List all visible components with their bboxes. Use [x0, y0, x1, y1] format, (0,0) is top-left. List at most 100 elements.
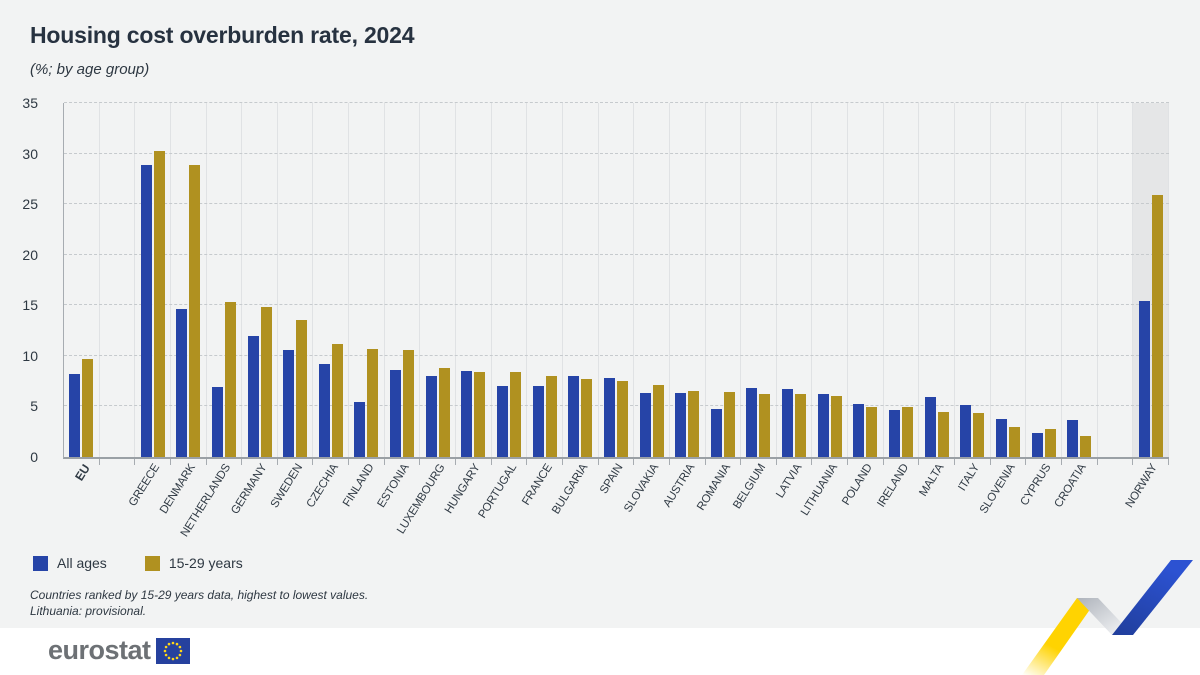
bar-pair: [919, 103, 954, 457]
column-slovenia: SLOVENIA: [978, 103, 1027, 516]
bar-15-29-years: [652, 385, 664, 457]
bar-all-ages: [817, 394, 829, 457]
column-france: FRANCE: [520, 103, 563, 507]
x-axis-tick: [98, 459, 100, 465]
x-axis-tick: [954, 459, 956, 465]
bar-15-29-years: [438, 368, 450, 457]
x-axis-tick: [312, 459, 314, 465]
column-slovakia: SLOVAKIA: [622, 103, 670, 515]
bar-pair: [456, 103, 491, 457]
bar-all-ages: [176, 309, 188, 457]
bar-all-ages: [924, 397, 936, 457]
bar-pair: [64, 103, 99, 457]
bar-all-ages: [247, 335, 259, 457]
bar-all-ages: [960, 405, 972, 457]
eurostat-logo[interactable]: eurostat: [48, 635, 190, 666]
x-axis-label: BELGIUM: [731, 462, 769, 512]
bar-15-29-years: [616, 381, 628, 457]
x-axis-tick: [241, 459, 243, 465]
x-axis-tick: [811, 459, 813, 465]
bar-all-ages: [1067, 419, 1079, 457]
x-axis-tick: [169, 459, 171, 465]
bar-15-29-years: [830, 396, 842, 457]
x-axis-tick: [1060, 459, 1062, 465]
bar-pair: [1133, 103, 1168, 457]
bar-15-29-years: [260, 307, 272, 457]
decorative-ribbon: [1022, 560, 1193, 675]
bar-15-29-years: [403, 349, 415, 457]
x-axis-label: AUSTRIA: [661, 462, 697, 510]
eurostat-logo-text: eurostat: [48, 635, 151, 665]
column-lithuania: LITHUANIA: [798, 103, 849, 518]
x-axis-label: ROMANIA: [694, 462, 733, 513]
bar-15-29-years: [795, 394, 807, 457]
bar-15-29-years: [1151, 195, 1163, 457]
x-axis-tick: [134, 459, 136, 465]
bar-all-ages: [354, 402, 366, 457]
bar-all-ages: [211, 387, 223, 457]
x-axis-tick: [526, 459, 528, 465]
y-axis-tick-label: 5: [30, 398, 38, 415]
gridline: [64, 405, 1169, 407]
bar-15-29-years: [723, 392, 735, 457]
bar-all-ages: [675, 393, 687, 457]
x-axis-tick: [633, 459, 635, 465]
bar-15-29-years: [1080, 435, 1092, 457]
x-axis-label: BULGARIA: [549, 462, 591, 517]
column-poland: POLAND: [841, 103, 884, 507]
bar-15-29-years: [902, 407, 914, 457]
bar-pair: [741, 103, 776, 457]
spacer-column: [1098, 103, 1134, 465]
ribbon-blue-band: [1112, 560, 1193, 635]
x-axis-tick: [205, 459, 207, 465]
x-axis-label: GERMANY: [229, 462, 270, 517]
bar-pair: [884, 103, 919, 457]
x-axis-tick: [775, 459, 777, 465]
x-axis-tick: [1167, 459, 1169, 465]
column-austria: AUSTRIA: [661, 103, 706, 509]
bar-all-ages: [532, 386, 544, 457]
bar-15-29-years: [973, 412, 985, 457]
gridline: [64, 354, 1169, 356]
bar-15-29-years: [866, 407, 878, 457]
x-axis-label: PORTUGAL: [476, 462, 519, 521]
bar-pair: [278, 103, 313, 457]
ribbon-grey-fold: [1077, 598, 1133, 635]
column-portugal: PORTUGAL: [476, 103, 528, 521]
bar-all-ages: [497, 386, 508, 457]
column-belgium: BELGIUM: [731, 103, 777, 511]
column-germany: GERMANY: [229, 103, 278, 517]
x-axis-tick: [1025, 459, 1027, 465]
gridline: [64, 102, 1169, 103]
column-finland: FINLAND: [341, 103, 385, 509]
x-axis-tick: [561, 459, 563, 465]
legend-swatch-15-29: [144, 555, 160, 571]
x-axis-label: CYPRUS: [1018, 462, 1054, 509]
bar-pair: [563, 103, 598, 457]
bar-all-ages: [1138, 301, 1150, 457]
bar-15-29-years: [1008, 426, 1020, 457]
x-axis-tick: [1132, 459, 1134, 465]
gridline: [64, 152, 1169, 154]
bar-pair: [385, 103, 420, 457]
column-cyprus: CYPRUS: [1018, 103, 1062, 508]
column-hungary: HUNGARY: [443, 103, 492, 516]
x-axis-label: HUNGARY: [443, 462, 484, 516]
column-luxembourg: LUXEMBOURG: [395, 103, 457, 536]
y-axis-tick-label: 25: [22, 196, 38, 213]
column-italy: ITALY: [955, 103, 991, 493]
legend-item-all-ages: All ages: [33, 555, 107, 571]
column-malta: MALTA: [917, 103, 956, 499]
legend-item-15-29: 15-29 years: [144, 555, 243, 571]
x-axis-label: ITALY: [956, 462, 983, 494]
bar-pair: [777, 103, 812, 457]
bar-pair: [670, 103, 705, 457]
x-axis-label: SWEDEN: [268, 462, 305, 511]
bar-pair: [955, 103, 990, 457]
page-title: Housing cost overburden rate, 2024: [30, 22, 415, 48]
x-axis-label: CROATIA: [1052, 462, 1090, 510]
bar-pair: [812, 103, 847, 457]
footer-band: eurostat: [0, 628, 1200, 675]
footnote-lithuania: Lithuania: provisional.: [30, 604, 147, 618]
